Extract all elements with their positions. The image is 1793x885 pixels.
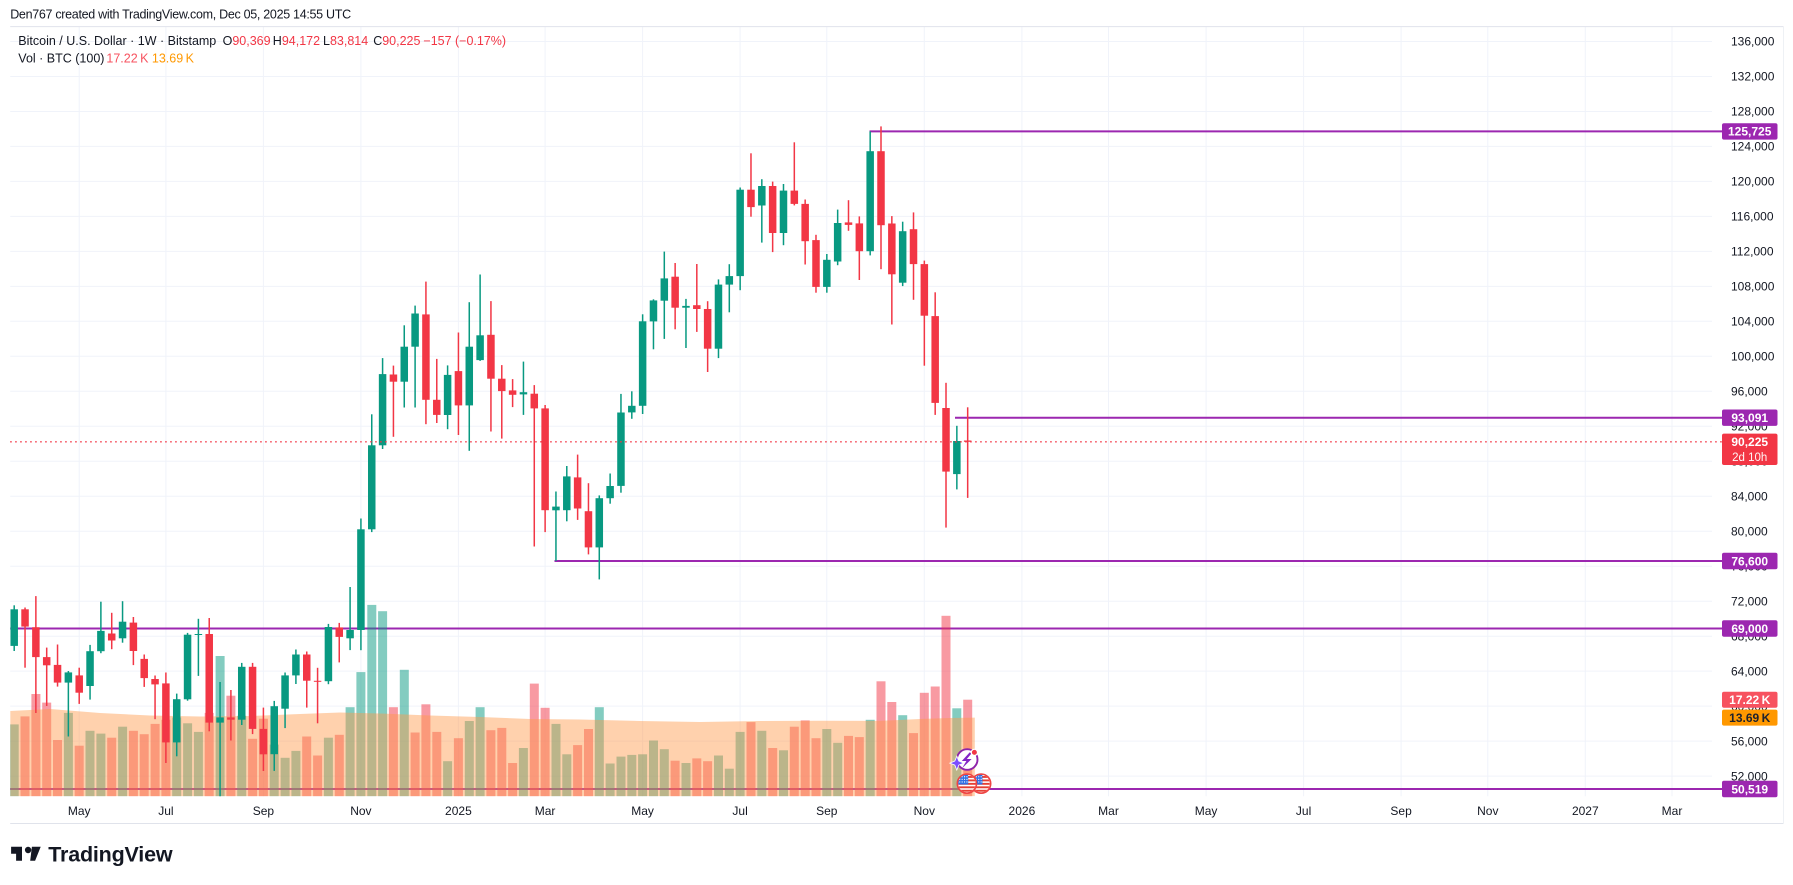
svg-text:2026: 2026 (1009, 804, 1036, 818)
svg-text:Mar: Mar (1098, 804, 1119, 818)
svg-text:132,000: 132,000 (1731, 70, 1775, 84)
svg-text:2025: 2025 (445, 804, 472, 818)
svg-text:C90,225: C90,225 (373, 34, 420, 48)
svg-text:52,000: 52,000 (1731, 769, 1768, 783)
svg-text:112,000: 112,000 (1731, 245, 1774, 259)
svg-text:Sep: Sep (816, 804, 838, 818)
svg-text:2d 10h: 2d 10h (1732, 452, 1767, 464)
svg-text:Mar: Mar (1662, 804, 1683, 818)
svg-text:50,519: 50,519 (1731, 782, 1768, 796)
svg-text:17.22 K: 17.22 K (1729, 693, 1770, 707)
svg-text:76,600: 76,600 (1731, 554, 1768, 568)
svg-text:Jul: Jul (158, 804, 173, 818)
svg-text:116,000: 116,000 (1731, 210, 1774, 224)
svg-text:H94,172: H94,172 (273, 34, 320, 48)
svg-text:Vol · BTC (100): Vol · BTC (100) (18, 52, 104, 66)
svg-text:Sep: Sep (1390, 804, 1412, 818)
svg-text:May: May (631, 804, 654, 818)
svg-text:80,000: 80,000 (1731, 524, 1768, 538)
svg-text:May: May (68, 804, 91, 818)
svg-text:Bitcoin / U.S. Dollar · 1W · B: Bitcoin / U.S. Dollar · 1W · Bitstamp (18, 34, 216, 48)
svg-text:17.22 K: 17.22 K (106, 52, 149, 66)
svg-text:124,000: 124,000 (1731, 140, 1775, 154)
svg-text:120,000: 120,000 (1731, 175, 1775, 189)
svg-text:Nov: Nov (350, 804, 371, 818)
svg-text:Jul: Jul (1296, 804, 1311, 818)
svg-text:100,000: 100,000 (1731, 350, 1775, 364)
svg-text:Mar: Mar (535, 804, 556, 818)
svg-text:96,000: 96,000 (1731, 385, 1768, 399)
svg-text:93,091: 93,091 (1731, 411, 1768, 425)
svg-text:125,725: 125,725 (1728, 125, 1772, 139)
svg-text:64,000: 64,000 (1731, 664, 1768, 678)
svg-text:90,225: 90,225 (1731, 435, 1768, 449)
svg-text:128,000: 128,000 (1731, 105, 1775, 119)
svg-text:72,000: 72,000 (1731, 594, 1768, 608)
svg-text:Sep: Sep (253, 804, 275, 818)
svg-text:Nov: Nov (914, 804, 935, 818)
svg-text:108,000: 108,000 (1731, 280, 1775, 294)
svg-text:−157 (−0.17%): −157 (−0.17%) (423, 34, 506, 48)
svg-text:L83,814: L83,814 (323, 34, 368, 48)
svg-text:56,000: 56,000 (1731, 734, 1768, 748)
svg-text:TradingView: TradingView (48, 842, 173, 866)
svg-text:Nov: Nov (1477, 804, 1498, 818)
svg-text:Jul: Jul (732, 804, 747, 818)
svg-text:69,000: 69,000 (1731, 622, 1768, 636)
svg-text:13.69 K: 13.69 K (152, 52, 195, 66)
svg-text:May: May (1195, 804, 1218, 818)
svg-text:104,000: 104,000 (1731, 315, 1775, 329)
svg-text:84,000: 84,000 (1731, 489, 1768, 503)
svg-text:2027: 2027 (1572, 804, 1599, 818)
svg-text:Den767 created with TradingVie: Den767 created with TradingView.com, Dec… (10, 8, 351, 22)
svg-text:O90,369: O90,369 (223, 34, 271, 48)
svg-text:13.69 K: 13.69 K (1729, 711, 1770, 725)
svg-text:136,000: 136,000 (1731, 35, 1775, 49)
